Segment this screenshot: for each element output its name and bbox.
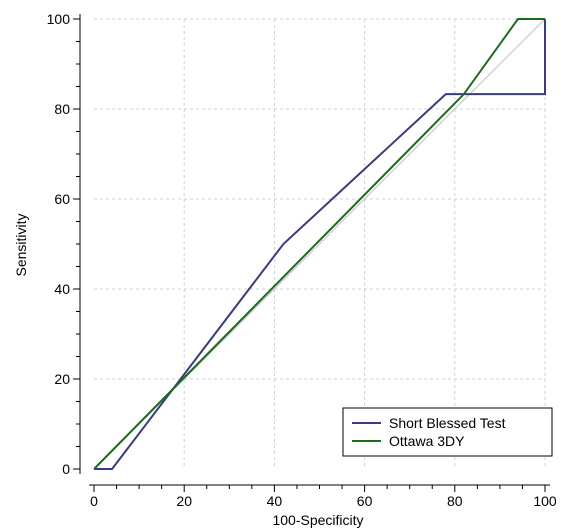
y-tick-label: 60 — [54, 191, 70, 207]
x-tick-label: 60 — [357, 493, 373, 509]
x-axis-ticks: 0 20 40 60 80 100 — [90, 493, 557, 509]
legend-label-ottawa-3dy: Ottawa 3DY — [389, 433, 465, 449]
series-line-ottawa-3dy — [93, 18, 545, 470]
legend-label-short-blessed-test: Short Blessed Test — [389, 415, 506, 431]
x-tick-label: 80 — [447, 493, 463, 509]
y-tick-label: 0 — [62, 461, 70, 477]
legend-box — [342, 407, 553, 457]
series-lines — [93, 18, 546, 470]
x-tick-label: 100 — [533, 493, 557, 509]
series-line-short-blessed-test — [94, 19, 546, 470]
x-tick-label: 40 — [267, 493, 283, 509]
y-tick-label: 80 — [54, 101, 70, 117]
x-axis-title: 100-Specificity — [272, 512, 363, 528]
axes — [73, 14, 550, 492]
y-axis-ticks: 0 20 40 60 80 100 — [47, 11, 71, 477]
y-tick-label: 100 — [47, 11, 71, 27]
x-tick-label: 20 — [176, 493, 192, 509]
y-axis-title: Sensitivity — [13, 213, 29, 276]
legend: Short Blessed Test Ottawa 3DY — [342, 407, 553, 457]
y-tick-label: 40 — [54, 281, 70, 297]
y-tick-label: 20 — [54, 371, 70, 387]
x-tick-label: 0 — [90, 493, 98, 509]
